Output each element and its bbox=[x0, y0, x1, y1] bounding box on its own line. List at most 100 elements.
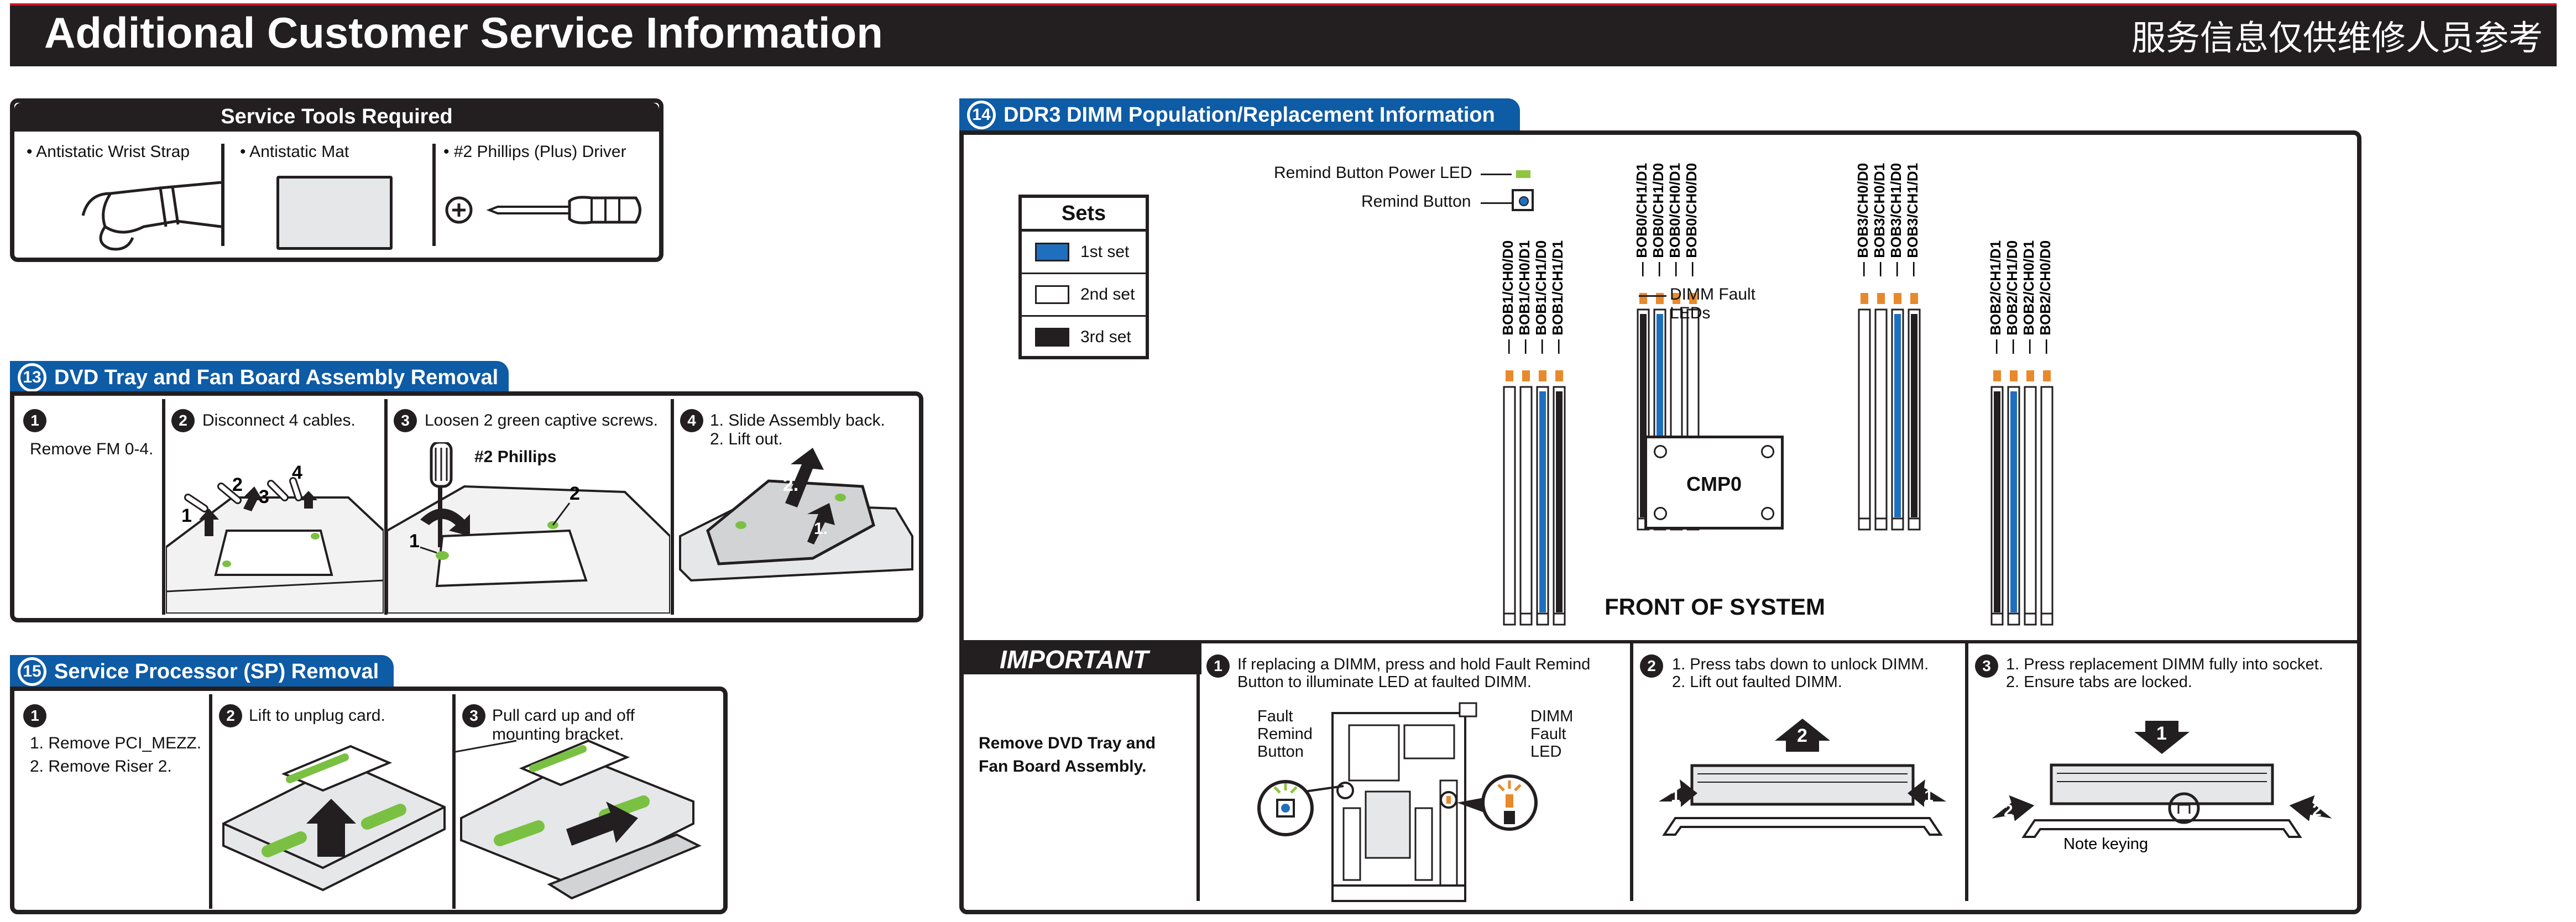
dimm-fault-led bbox=[1993, 370, 2001, 381]
legend-swatch bbox=[1035, 243, 1069, 261]
step-number: 1 bbox=[1206, 654, 1230, 678]
step-text: Pull card up and off bbox=[492, 706, 635, 725]
title-bar bbox=[10, 3, 2557, 66]
dimm-slot-latch bbox=[2040, 612, 2054, 626]
slide-assembly-diagram: 2. 1. bbox=[679, 448, 913, 582]
divider bbox=[671, 399, 674, 615]
socket-hole bbox=[1654, 507, 1667, 520]
arrow-label: 1 bbox=[1924, 787, 1934, 805]
dimm-slot-label: — BOB0/CH0/D0 bbox=[1683, 163, 1700, 276]
divider bbox=[384, 399, 388, 615]
step-text: 1. Press replacement DIMM fully into soc… bbox=[2006, 656, 2323, 673]
dimm-slot-label: — BOB0/CH1/D0 bbox=[1650, 163, 1666, 276]
dimm-fault-led bbox=[1861, 293, 1868, 304]
dimm-fault-led bbox=[1656, 293, 1664, 304]
step-number: 2 bbox=[219, 704, 242, 727]
arrow-label: 2 bbox=[2004, 801, 2013, 820]
dimm-slot-latch bbox=[1858, 517, 1871, 531]
cpu-socket: CMP0 bbox=[1644, 436, 1784, 530]
dimm-slot-fill bbox=[2044, 391, 2050, 612]
fault-remind-label: Button bbox=[1257, 743, 1304, 761]
important-note: Remove DVD Tray and bbox=[979, 734, 1156, 752]
cables-diagram: 1 2 3 4 bbox=[166, 462, 384, 614]
dimm-slot-label: — BOB1/CH0/D1 bbox=[1516, 240, 1533, 354]
step-number: 2 bbox=[1640, 654, 1663, 678]
remind-button-label: Remind Button bbox=[1361, 192, 1471, 211]
section-tab-sp: 15 Service Processor (SP) Removal bbox=[10, 655, 394, 688]
dimm-slot-fill bbox=[1523, 391, 1529, 612]
arrow-label: 1. bbox=[814, 520, 828, 538]
step-text: 2. Lift out. bbox=[710, 430, 783, 448]
screw-label: 2 bbox=[569, 483, 580, 504]
important-title: IMPORTANT bbox=[1000, 645, 1149, 674]
pull-card-diagram bbox=[456, 739, 702, 900]
section-tab-dimm: 14 DDR3 DIMM Population/Replacement Info… bbox=[959, 98, 1520, 132]
dimm-slot-label: — BOB2/CH0/D0 bbox=[2037, 240, 2054, 354]
dimm-slot-latch bbox=[1908, 517, 1921, 531]
fault-remind-label: Fault bbox=[1257, 708, 1293, 725]
section-number-badge: 13 bbox=[18, 363, 46, 392]
dimm-fault-led bbox=[1639, 293, 1647, 304]
cable-label: 3 bbox=[259, 486, 269, 507]
step-text: 1. Remove PCI_MEZZ. bbox=[30, 734, 202, 752]
divider bbox=[1196, 643, 1200, 901]
antistatic-mat-icon bbox=[276, 176, 393, 250]
cpu-label: CMP0 bbox=[1686, 473, 1742, 495]
legend-swatch bbox=[1035, 328, 1069, 347]
cable-label: 4 bbox=[292, 462, 302, 483]
dimm-layout-diagram: — BOB1/CH0/D0— BOB1/CH0/D1— BOB1/CH1/D0—… bbox=[1499, 163, 2054, 626]
arrow-label: 2 bbox=[2312, 801, 2322, 820]
dimm-fault-led-label: Fault bbox=[1530, 725, 1566, 743]
divider bbox=[221, 144, 224, 246]
remind-button[interactable] bbox=[1512, 189, 1534, 211]
dimm-slot-latch bbox=[1874, 517, 1888, 531]
dimm-fault-led-label: DIMM bbox=[1530, 708, 1574, 725]
dimm-fault-led bbox=[2010, 370, 2018, 381]
step-text: 2. Lift out faulted DIMM. bbox=[1672, 673, 1842, 691]
dimm-slot-label: — BOB2/CH1/D1 bbox=[1987, 240, 2004, 354]
section-title: DVD Tray and Fan Board Assembly Removal bbox=[54, 365, 499, 389]
dimm-slot-label: — BOB3/CH0/D0 bbox=[1854, 163, 1871, 276]
socket-hole bbox=[1654, 445, 1667, 458]
step-text: 2. Ensure tabs are locked. bbox=[2006, 673, 2192, 691]
section-number-badge: 15 bbox=[18, 657, 46, 686]
unplug-card-diagram bbox=[222, 745, 446, 892]
sets-legend: Sets 1st set 2nd set 3rd set bbox=[1018, 195, 1149, 359]
step-number: 3 bbox=[394, 409, 417, 432]
remind-led-indicator bbox=[1516, 170, 1530, 178]
cable-label: 1 bbox=[181, 505, 192, 526]
fault-leds-label: LEDs bbox=[1670, 304, 1711, 322]
dimm-slot-fill bbox=[1556, 391, 1563, 612]
dimm-fault-led bbox=[1910, 293, 1918, 304]
dimm-slot-label: — BOB2/CH0/D1 bbox=[2020, 240, 2037, 354]
step-text: 2. Remove Riser 2. bbox=[30, 757, 172, 776]
front-of-system-label: FRONT OF SYSTEM bbox=[1605, 594, 1825, 620]
arrow-label: 2 bbox=[1797, 725, 1807, 746]
dimm-fault-led bbox=[2043, 370, 2051, 381]
dimm-slot-fill bbox=[1894, 314, 1901, 517]
legend-item-2nd: 2nd set bbox=[1022, 274, 1146, 317]
dimm-slot-latch bbox=[1503, 612, 1516, 626]
dimm-fault-led bbox=[1689, 293, 1697, 304]
dimm-slot-fill bbox=[1861, 314, 1868, 517]
dimm-slot-label: — BOB0/CH1/D1 bbox=[1633, 163, 1650, 276]
dimm-slot-latch bbox=[1536, 612, 1549, 626]
note-keying-label: Note keying bbox=[2063, 835, 2148, 853]
step-number: 3 bbox=[462, 704, 485, 727]
section-title: Service Processor (SP) Removal bbox=[54, 659, 379, 683]
dimm-slot-label: — BOB3/CH0/D1 bbox=[1871, 163, 1888, 276]
dimm-fault-led bbox=[1522, 370, 1530, 381]
important-divider bbox=[964, 640, 2357, 643]
dimm-slot-label: — BOB1/CH0/D0 bbox=[1499, 240, 1516, 354]
divider bbox=[432, 144, 436, 246]
divider bbox=[1630, 643, 1633, 901]
legend-label: 1st set bbox=[1080, 243, 1130, 261]
legend-label: 2nd set bbox=[1080, 285, 1135, 303]
step-number: 1 bbox=[23, 704, 46, 727]
fault-leds-label: DIMM Fault bbox=[1670, 285, 1756, 303]
dimm-slot-fill bbox=[2010, 391, 2017, 612]
dimm-slot-label: — BOB1/CH1/D1 bbox=[1549, 240, 1566, 354]
dimm-slot-latch bbox=[2024, 612, 2037, 626]
dimm-insert-diagram: 1 2 2 Note keying bbox=[1992, 721, 2332, 853]
dimm-fault-led bbox=[1555, 370, 1563, 381]
